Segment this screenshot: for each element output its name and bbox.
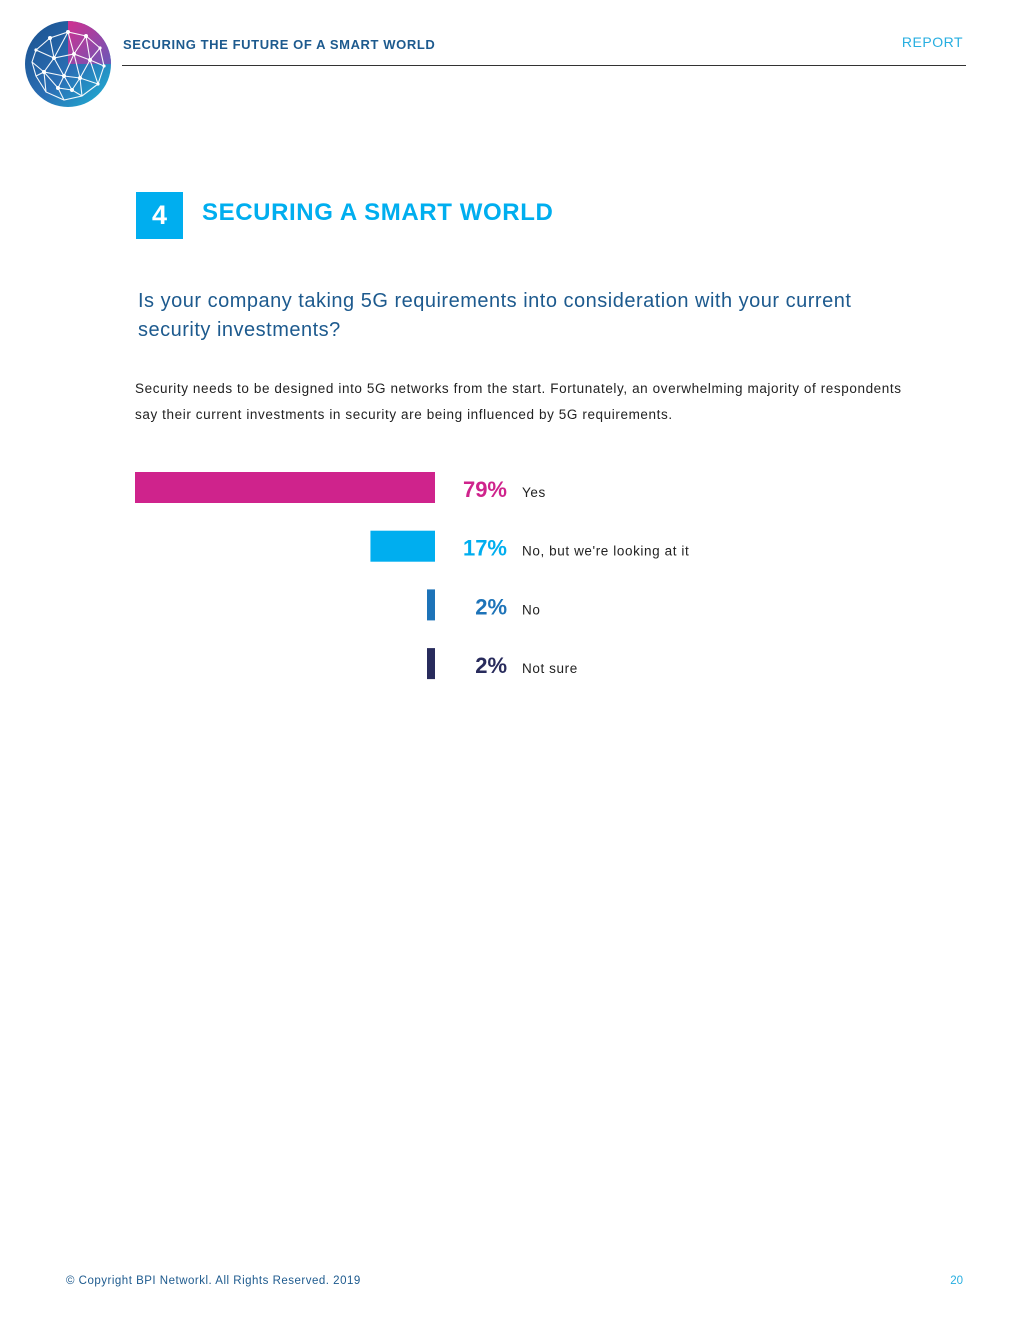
section-number-badge: 4 [136, 192, 183, 239]
report-label: REPORT [901, 34, 963, 50]
value-label-1: 17% [463, 536, 507, 561]
value-label-3: 2% [475, 653, 507, 678]
page-number: 20 [950, 1275, 963, 1287]
category-label-3: Not sure [522, 661, 578, 676]
section-title: SECURING A SMART WORLD [202, 199, 554, 226]
intro-paragraph: Security needs to be designed into 5G ne… [135, 381, 902, 422]
copyright-text: © Copyright BPI Networkl. All Rights Res… [66, 1275, 361, 1287]
header-title: SECURING THE FUTURE OF A SMART WORLD [123, 37, 436, 52]
category-label-0: Yes [522, 485, 546, 500]
bar-0 [135, 472, 435, 503]
bar-1 [370, 530, 435, 562]
value-label-2: 2% [475, 594, 507, 619]
value-label-0: 79% [463, 477, 507, 502]
bar-3 [427, 648, 435, 680]
survey-question: Is your company taking 5G requirements i… [138, 290, 852, 341]
category-label-1: No, but we're looking at it [522, 544, 689, 559]
bar-2 [427, 589, 435, 621]
category-label-2: No [522, 602, 540, 617]
globe-network-logo-icon [25, 21, 111, 107]
header-divider [122, 65, 966, 66]
